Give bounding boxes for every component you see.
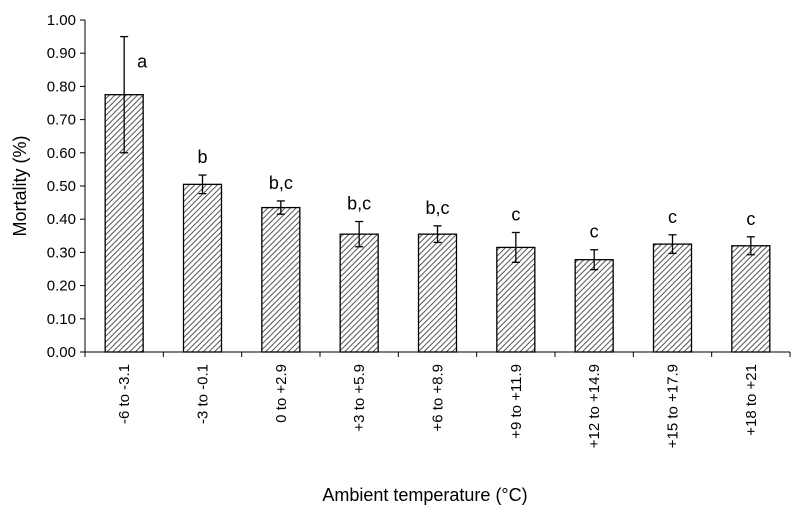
significance-label: b,c [425,198,449,218]
y-axis [80,19,86,353]
bar [339,233,379,353]
y-tick-label: 0.50 [47,178,76,195]
bars [104,35,771,353]
bar [417,233,458,353]
significance-label: c [746,209,755,229]
y-axis-title: Mortality (%) [10,135,30,236]
y-tick-label: 1.00 [47,12,76,29]
x-tick-label: +15 to +17.9 [665,364,682,448]
y-tick-label: 0.00 [47,344,76,361]
significance-label: a [137,52,148,72]
bar [574,259,614,353]
y-tick-label: 0.30 [47,244,76,261]
x-tick-label: 0 to +2.9 [273,364,290,423]
y-tick-label: 0.60 [47,145,76,162]
significance-label: c [668,207,677,227]
x-tick-label: -3 to -0.1 [195,364,212,424]
tick-labels: 0.00 0.10 0.20 0.30 0.40 0.50 0.60 0.70 0.80 0.90… [47,12,760,448]
x-tick-label: +12 to +14.9 [586,364,603,448]
y-tick-label: 0.10 [47,311,76,328]
bar [182,183,223,353]
x-tick-label: +18 to +21 [743,364,760,436]
x-tick-label: -6 to -3.1 [116,364,133,424]
x-tick-label: +6 to +8.9 [430,364,447,432]
y-tick-label: 0.80 [47,78,76,95]
significance-label: b,c [269,173,293,193]
y-tick-label: 0.40 [47,211,76,228]
significance-label: c [511,204,520,224]
significance-label: b [197,147,207,167]
bar [261,206,301,353]
x-tick-label: +3 to +5.9 [351,364,368,432]
significance-label: c [590,222,599,242]
y-tick-label: 0.70 [47,112,76,129]
y-tick-label: 0.20 [47,278,76,295]
y-tick-label: 0.90 [47,45,76,62]
x-axis-title: Ambient temperature (°C) [322,485,527,505]
x-tick-label: +9 to +11.9 [508,364,525,439]
significance-label: b,c [347,194,371,214]
x-axis [84,351,791,357]
bar [652,243,693,353]
bar [496,246,536,353]
bar [731,245,771,353]
